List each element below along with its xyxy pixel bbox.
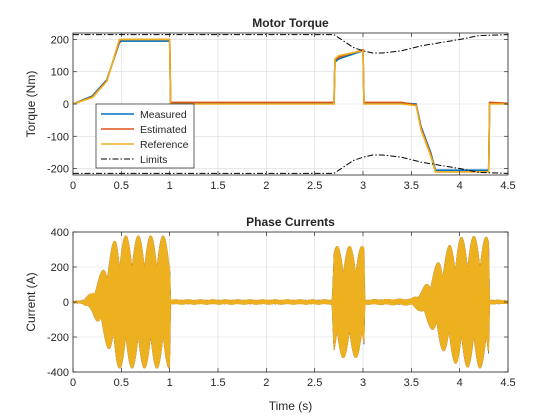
- y-tick-label: -200: [47, 164, 69, 176]
- x-tick-label: 4: [457, 377, 463, 389]
- x-tick-label: 0.5: [114, 377, 129, 389]
- y-tick-label: 0: [63, 99, 69, 111]
- series-line-limits: [73, 34, 508, 54]
- x-tick-label: 3: [360, 377, 366, 389]
- torque-legend: Measured Estimated Reference Limits: [95, 103, 195, 169]
- y-tick-label: 0: [63, 297, 69, 309]
- x-tick-label: 3.5: [404, 180, 419, 192]
- legend-label-estimated: Estimated: [140, 124, 187, 136]
- current-xlabel: Time (s): [269, 399, 313, 413]
- x-tick-label: 1: [167, 180, 173, 192]
- current-chart-title: Phase Currents: [246, 215, 335, 229]
- torque-ylabel: Torque (Nm): [24, 71, 38, 138]
- current-chart: Phase Currents 0 0.5 1 1.5 2 2.5 3 3.5 4 4.5 -400 -…: [24, 215, 516, 413]
- y-tick-label: 200: [51, 34, 69, 46]
- y-tick-label: 200: [51, 262, 69, 274]
- x-tick-label: 4: [457, 180, 463, 192]
- torque-series: [73, 34, 508, 174]
- x-tick-label: 2.5: [307, 180, 322, 192]
- legend-label-reference: Reference: [140, 139, 189, 151]
- x-tick-label: 4.5: [500, 377, 515, 389]
- x-tick-label: 0: [70, 180, 76, 192]
- x-tick-label: 0.5: [114, 180, 129, 192]
- torque-ticks: 0 0.5 1 1.5 2 2.5 3 3.5 4 4.5 -200 -100 0 100 200: [47, 33, 516, 192]
- current-ylabel: Current (A): [24, 272, 38, 331]
- x-tick-label: 1.5: [210, 180, 225, 192]
- x-tick-label: 2: [263, 180, 269, 192]
- y-tick-label: 100: [51, 67, 69, 79]
- legend-label-limits: Limits: [140, 154, 167, 166]
- current-ticks: 0 0.5 1 1.5 2 2.5 3 3.5 4 4.5 -400 -200 0 200 400: [47, 227, 516, 389]
- x-tick-label: 1.5: [210, 377, 225, 389]
- x-tick-label: 3.5: [404, 377, 419, 389]
- series-line-reference: [73, 38, 508, 173]
- x-tick-label: 2.5: [307, 377, 322, 389]
- y-tick-label: 400: [51, 227, 69, 239]
- current-series: [73, 235, 508, 369]
- y-tick-label: -200: [47, 332, 69, 344]
- x-tick-label: 1: [167, 377, 173, 389]
- y-tick-label: -400: [47, 367, 69, 379]
- legend-label-measured: Measured: [140, 109, 187, 121]
- y-tick-label: -100: [47, 131, 69, 143]
- current-line-phase-c: [73, 235, 508, 369]
- torque-chart: Motor Torque 0 0.5 1 1.5 2 2.5 3 3.5 4 4.5 -200 -10…: [24, 16, 516, 192]
- x-tick-label: 0: [70, 377, 76, 389]
- x-tick-label: 2: [263, 377, 269, 389]
- x-tick-label: 3: [360, 180, 366, 192]
- torque-chart-title: Motor Torque: [252, 16, 329, 30]
- series-line-limits-lower: [73, 154, 508, 174]
- x-tick-label: 4.5: [500, 180, 515, 192]
